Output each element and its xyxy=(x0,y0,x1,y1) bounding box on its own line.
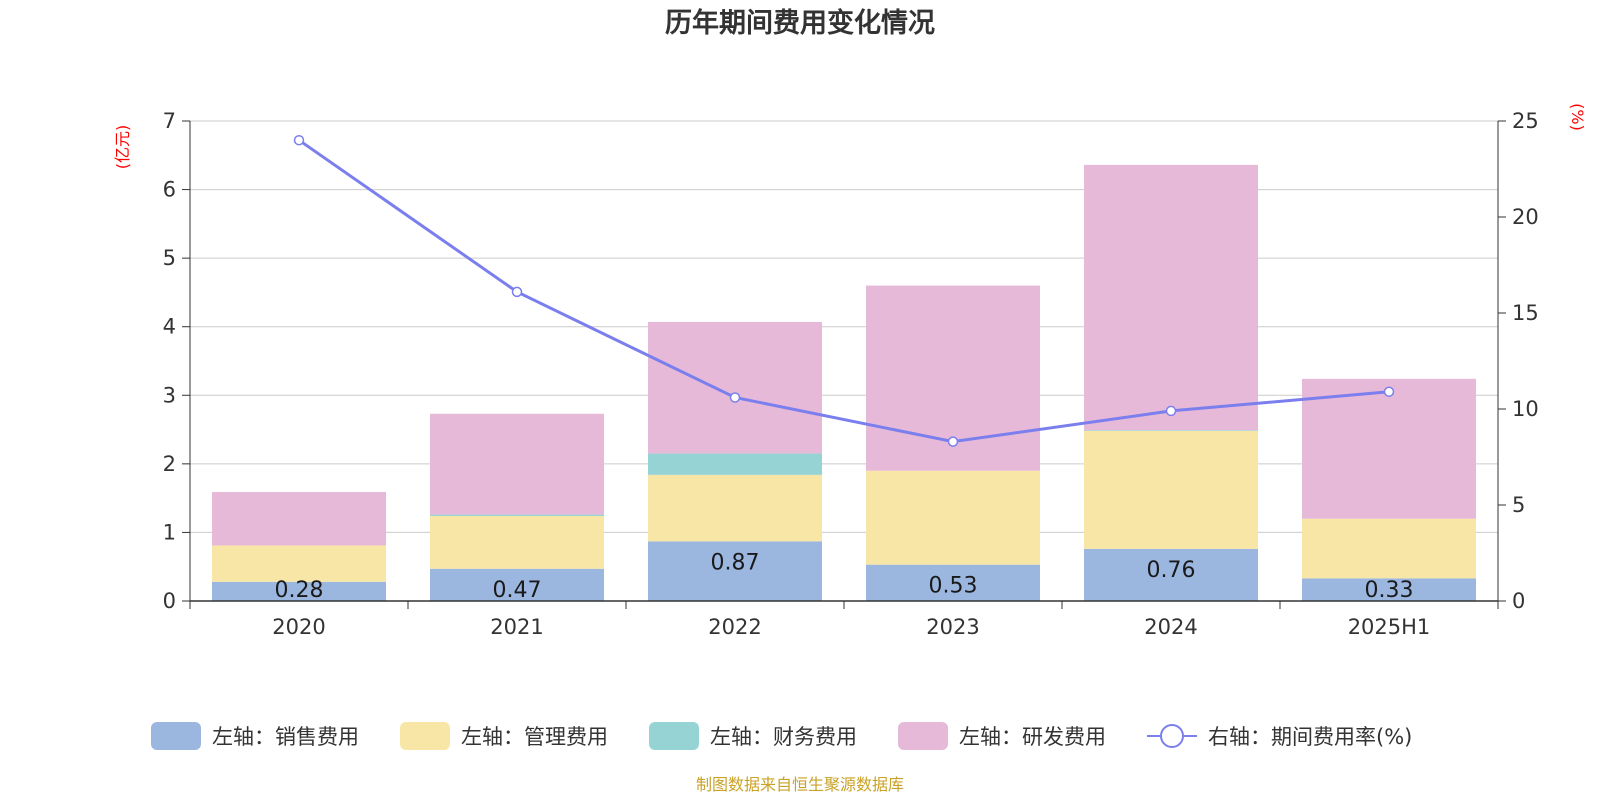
right-tick-label: 10 xyxy=(1512,397,1539,421)
bar-segment xyxy=(866,470,1040,565)
bar-segment xyxy=(648,453,822,475)
bar-segment xyxy=(1302,578,1476,601)
legend-swatch xyxy=(151,722,201,750)
legend-swatch xyxy=(400,722,450,750)
left-tick-label: 3 xyxy=(163,383,176,407)
x-tick-label: 2025H1 xyxy=(1348,615,1431,639)
bar-data-label: 0.47 xyxy=(493,578,542,603)
bars xyxy=(212,164,1476,601)
right-tick-label: 20 xyxy=(1512,205,1539,229)
legend-label: 左轴：财务费用 xyxy=(710,725,857,749)
legend-label: 左轴：研发费用 xyxy=(959,725,1106,749)
rate-point xyxy=(293,134,305,146)
bar-data-label: 0.28 xyxy=(275,578,324,603)
left-tick-label: 6 xyxy=(163,178,176,202)
x-tick-label: 2023 xyxy=(926,615,979,639)
rate-point xyxy=(1383,386,1395,397)
legend-swatch xyxy=(649,722,699,750)
x-tick-label: 2021 xyxy=(490,615,543,639)
left-tick-label: 7 xyxy=(163,109,176,133)
bar-segment xyxy=(648,321,822,454)
left-tick-label: 2 xyxy=(163,452,176,476)
bar-segment xyxy=(212,545,386,582)
legend: 左轴：销售费用 左轴：管理费用 左轴：财务费用 左轴：研发费用 右轴：期间费用率(%) xyxy=(151,722,1412,750)
bar-segment xyxy=(1084,430,1258,431)
x-tick-label: 2024 xyxy=(1144,615,1197,639)
rate-line-path xyxy=(298,138,1390,444)
left-axis-unit: (亿元) xyxy=(113,125,132,170)
bar-segment xyxy=(430,515,604,569)
rate-point xyxy=(947,436,959,447)
bar-segment xyxy=(212,491,386,546)
bar-segment xyxy=(1302,518,1476,579)
bar-data-label: 0.87 xyxy=(711,550,760,575)
bar-data-label: 0.53 xyxy=(929,574,978,599)
left-tick-label: 1 xyxy=(163,520,176,544)
rate-point xyxy=(1165,405,1177,417)
axes: 0 1 2 3 4 5 6 7 0 5 10 15 20 25 2020 2021 2022 2023 2024 20… xyxy=(163,109,1539,639)
bar-segment xyxy=(1084,548,1258,601)
chart-title: 历年期间费用变化情况 xyxy=(665,7,935,39)
legend-label: 左轴：管理费用 xyxy=(461,725,608,749)
left-tick-label: 5 xyxy=(163,246,176,270)
bar-segment xyxy=(1084,164,1258,431)
legend-label: 右轴：期间费用率(%) xyxy=(1208,725,1412,749)
bar-data-label: 0.33 xyxy=(1365,578,1414,603)
bar-segment xyxy=(212,581,386,601)
rate-point xyxy=(729,392,741,403)
right-tick-label: 0 xyxy=(1512,589,1525,613)
right-axis-unit: (%) xyxy=(1568,103,1587,131)
left-tick-label: 4 xyxy=(163,315,176,339)
gridlines xyxy=(190,120,1498,533)
rate-point xyxy=(511,286,523,298)
bar-segment xyxy=(648,474,822,542)
bar-segment xyxy=(1302,378,1476,519)
legend-label: 左轴：销售费用 xyxy=(212,725,359,749)
bar-data-label: 0.76 xyxy=(1147,558,1196,583)
data-labels: 0.28 0.47 0.87 0.53 0.76 0.33 xyxy=(275,550,1414,603)
bar-segment xyxy=(866,564,1040,601)
legend-marker xyxy=(1160,724,1184,748)
source-note: 制图数据来自恒生聚源数据库 xyxy=(696,775,904,794)
right-tick-label: 15 xyxy=(1512,301,1539,325)
bar-segment xyxy=(430,413,604,515)
bar-segment xyxy=(430,568,604,601)
rate-line xyxy=(293,134,1395,447)
bar-segment xyxy=(1084,430,1258,549)
legend-swatch xyxy=(898,722,948,750)
right-tick-label: 5 xyxy=(1512,493,1525,517)
right-tick-label: 25 xyxy=(1512,109,1539,133)
x-tick-label: 2022 xyxy=(708,615,761,639)
x-tick-label: 2020 xyxy=(272,615,325,639)
left-tick-label: 0 xyxy=(163,589,176,613)
bar-segment xyxy=(430,514,604,516)
bar-segment xyxy=(648,541,822,601)
